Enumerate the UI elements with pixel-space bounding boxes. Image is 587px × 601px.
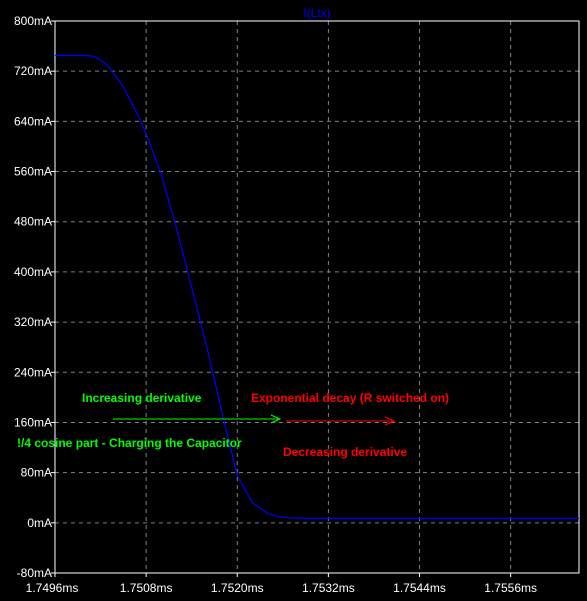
y-tick-label: 320mA: [14, 315, 52, 329]
y-tick-label: 560mA: [14, 165, 52, 179]
x-tick-label: 1.7532ms: [302, 581, 355, 595]
annotation-decreasing-derivative: Decreasing derivative: [283, 445, 407, 459]
annotation-cosine-part: !/4 cosine part - Charging the Capacitor: [17, 436, 242, 450]
y-axis: -80mA 0mA 80mA 160mA 240mA 320mA 400mA 480mA 560…: [14, 14, 55, 580]
y-tick-label: 80mA: [21, 466, 52, 480]
grid: [55, 21, 579, 573]
x-tick-label: 1.7520ms: [211, 581, 264, 595]
series-line-iltx: [55, 54, 579, 520]
red-arrowhead: [384, 416, 396, 426]
y-tick-label: 400mA: [14, 265, 52, 279]
y-tick-label: 720mA: [14, 64, 52, 78]
annotation-increasing-derivative: Increasing derivative: [82, 391, 202, 405]
x-axis: 1.7496ms 1.7508ms 1.7520ms 1.7532ms 1.7544ms…: [26, 573, 537, 595]
y-tick-label: 800mA: [14, 14, 52, 28]
chart-title: I(Ltx): [303, 6, 330, 20]
y-tick-label: -80mA: [17, 566, 52, 580]
series-layer: [55, 54, 579, 520]
green-arrowhead: [270, 414, 282, 424]
annotation-exponential-decay: Exponential decay (R switched on): [251, 391, 449, 405]
x-tick-label: 1.7556ms: [484, 581, 537, 595]
y-tick-label: 640mA: [14, 114, 52, 128]
x-tick-label: 1.7544ms: [393, 581, 446, 595]
y-tick-label: 480mA: [14, 215, 52, 229]
x-tick-label: 1.7496ms: [26, 581, 79, 595]
plot-frame: [54, 20, 580, 574]
x-tick-label: 1.7508ms: [120, 581, 173, 595]
y-tick-label: 0mA: [27, 516, 52, 530]
annotations: Increasing derivative Exponential decay …: [17, 391, 449, 459]
y-tick-label: 240mA: [14, 365, 52, 379]
y-tick-label: 160mA: [14, 415, 52, 429]
